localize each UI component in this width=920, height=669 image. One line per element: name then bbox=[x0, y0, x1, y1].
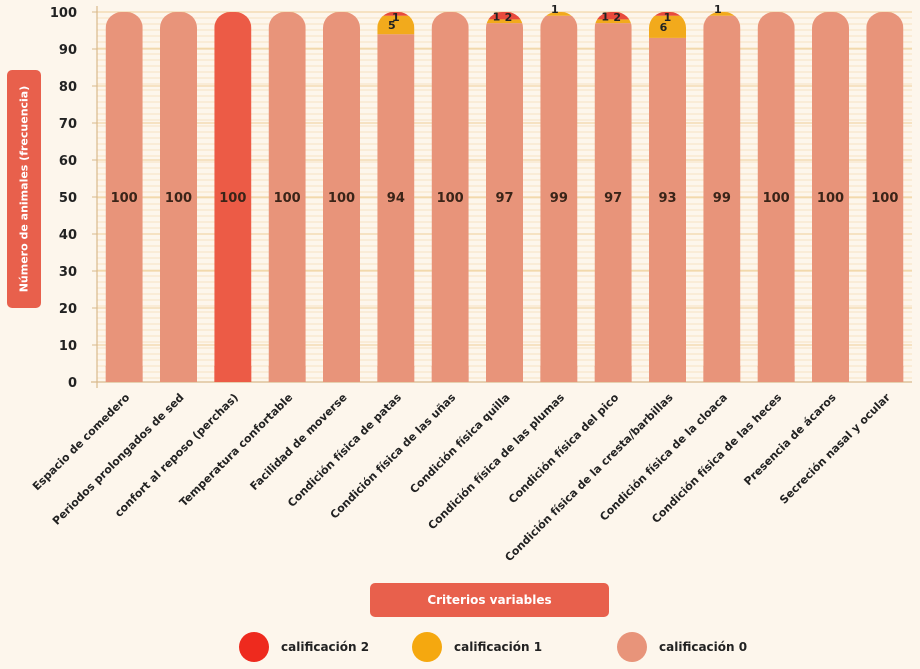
bar-segment-calificacion-0 bbox=[703, 15, 741, 382]
bar-segment-calificacion-1 bbox=[594, 19, 632, 24]
legend-label: calificación 1 bbox=[454, 640, 543, 654]
bar-base bbox=[486, 366, 523, 382]
bar-value-label-calificacion-1: 1 bbox=[601, 10, 609, 23]
x-tick-label: Facilidad de moverse bbox=[248, 391, 350, 493]
bar-base bbox=[757, 366, 795, 382]
y-tick-label: 20 bbox=[59, 302, 77, 317]
bar-segment-calificacion-0 bbox=[486, 23, 523, 382]
bar-value-label: 100 bbox=[219, 191, 246, 206]
bar-value-label: 100 bbox=[328, 191, 355, 206]
bar-segment-calificacion-1 bbox=[649, 15, 686, 38]
bar-base bbox=[377, 366, 415, 382]
bar-segment-calificacion-0 bbox=[649, 37, 686, 382]
bar-value-label-calificacion-1: 1 bbox=[493, 10, 501, 23]
bar-value-label-calificacion-2: 1 bbox=[664, 11, 672, 24]
bar-value-label: 100 bbox=[763, 191, 790, 206]
y-tick-label: 60 bbox=[59, 154, 77, 169]
bar-segment-calificacion-1 bbox=[703, 12, 741, 16]
legend-swatch bbox=[617, 632, 647, 662]
bar-value-label: 100 bbox=[871, 191, 898, 206]
y-tick-label: 80 bbox=[59, 80, 77, 95]
legend-swatch bbox=[412, 632, 442, 662]
x-tick-label: Presencia de ácaros bbox=[741, 391, 838, 488]
bar-segment-calificacion-2 bbox=[649, 12, 686, 16]
bar-segment-calificacion-2 bbox=[594, 12, 632, 20]
bar-value-label-calificacion-1: 6 bbox=[660, 21, 668, 34]
bar-value-label: 97 bbox=[495, 191, 513, 206]
bar-base bbox=[214, 366, 252, 382]
bar-base bbox=[160, 366, 197, 382]
y-axis-title-box: Número de animales (frecuencia) bbox=[7, 70, 41, 308]
y-tick-label: 90 bbox=[59, 43, 77, 58]
bar-value-label: 100 bbox=[437, 191, 464, 206]
y-tick-label: 0 bbox=[68, 376, 77, 391]
x-tick-label: Secreción nasal y ocular bbox=[777, 391, 893, 507]
legend-item-calificacion-0: calificación 0 bbox=[617, 632, 747, 662]
bar-base bbox=[105, 366, 143, 382]
bar-value-label-calificacion-1: 1 bbox=[551, 3, 559, 16]
bar-base bbox=[323, 366, 360, 382]
bar-base bbox=[431, 366, 469, 382]
x-axis-title: Criterios variables bbox=[370, 583, 609, 617]
bar-value-label-calificacion-2: 2 bbox=[505, 11, 513, 24]
legend: calificación 2 calificación 1 calificaci… bbox=[0, 632, 920, 664]
bar-base bbox=[268, 366, 306, 382]
bar-segment-calificacion-2 bbox=[486, 12, 523, 20]
bar-value-label: 100 bbox=[165, 191, 192, 206]
legend-label: calificación 0 bbox=[659, 640, 748, 654]
y-tick-label: 50 bbox=[59, 191, 77, 206]
legend-swatch bbox=[239, 632, 269, 662]
y-tick-label: 10 bbox=[59, 339, 77, 354]
bar-segment-calificacion-0 bbox=[866, 12, 904, 382]
bar-segment-calificacion-1 bbox=[540, 12, 578, 16]
bar-value-label: 97 bbox=[604, 191, 622, 206]
bar-segment-calificacion-1 bbox=[486, 19, 523, 24]
x-tick-label: Temperatura confortable bbox=[177, 391, 295, 509]
bar-base bbox=[649, 366, 686, 382]
bar-value-label-calificacion-1: 5 bbox=[388, 19, 396, 32]
bar-segment-calificacion-0 bbox=[594, 23, 632, 382]
bar-base bbox=[812, 366, 849, 382]
legend-label: calificación 2 bbox=[281, 640, 370, 654]
bar-segment-calificacion-0 bbox=[377, 34, 415, 382]
x-tick-label: Condición física quilla bbox=[407, 391, 512, 496]
bar-base bbox=[703, 366, 741, 382]
y-tick-label: 100 bbox=[50, 6, 77, 21]
bar-value-label-calificacion-2: 2 bbox=[613, 11, 621, 24]
x-tick-label: Condición física de patas bbox=[285, 391, 404, 510]
bar-value-label: 93 bbox=[658, 191, 676, 206]
bar-segment-calificacion-0 bbox=[757, 12, 795, 382]
y-tick-label: 30 bbox=[59, 265, 77, 280]
y-tick-label: 40 bbox=[59, 228, 77, 243]
bar-base bbox=[594, 366, 632, 382]
bar-value-label-calificacion-1: 1 bbox=[714, 3, 722, 16]
bar-segment-calificacion-0 bbox=[431, 12, 469, 382]
y-tick-label: 70 bbox=[59, 117, 77, 132]
bar-segment-calificacion-0 bbox=[323, 12, 360, 382]
bar-segment-calificacion-2 bbox=[377, 12, 415, 16]
bar-value-label: 100 bbox=[274, 191, 301, 206]
bar-segment-calificacion-0 bbox=[160, 12, 197, 382]
bar-value-label: 94 bbox=[387, 191, 405, 206]
bar-base bbox=[866, 366, 904, 382]
bar-value-label: 99 bbox=[713, 191, 731, 206]
bar-segment-calificacion-0 bbox=[268, 12, 306, 382]
legend-item-calificacion-1: calificación 1 bbox=[412, 632, 542, 662]
bar-value-label: 100 bbox=[817, 191, 844, 206]
x-tick-label: Espacio de comedero bbox=[30, 391, 133, 494]
bar-value-label: 100 bbox=[111, 191, 138, 206]
bar-value-label: 99 bbox=[550, 191, 568, 206]
y-axis-title: Número de animales (frecuencia) bbox=[17, 85, 31, 293]
bar-segment-calificacion-0 bbox=[214, 12, 252, 382]
bar-segment-calificacion-0 bbox=[105, 12, 143, 382]
bar-segment-calificacion-1 bbox=[377, 15, 415, 35]
legend-item-calificacion-2: calificación 2 bbox=[239, 632, 369, 662]
bar-segment-calificacion-0 bbox=[540, 15, 578, 382]
bar-value-label-calificacion-2: 1 bbox=[392, 11, 400, 24]
x-tick-label: Condición física del pico bbox=[506, 391, 622, 507]
bar-segment-calificacion-0 bbox=[812, 12, 849, 382]
bar-base bbox=[540, 366, 578, 382]
